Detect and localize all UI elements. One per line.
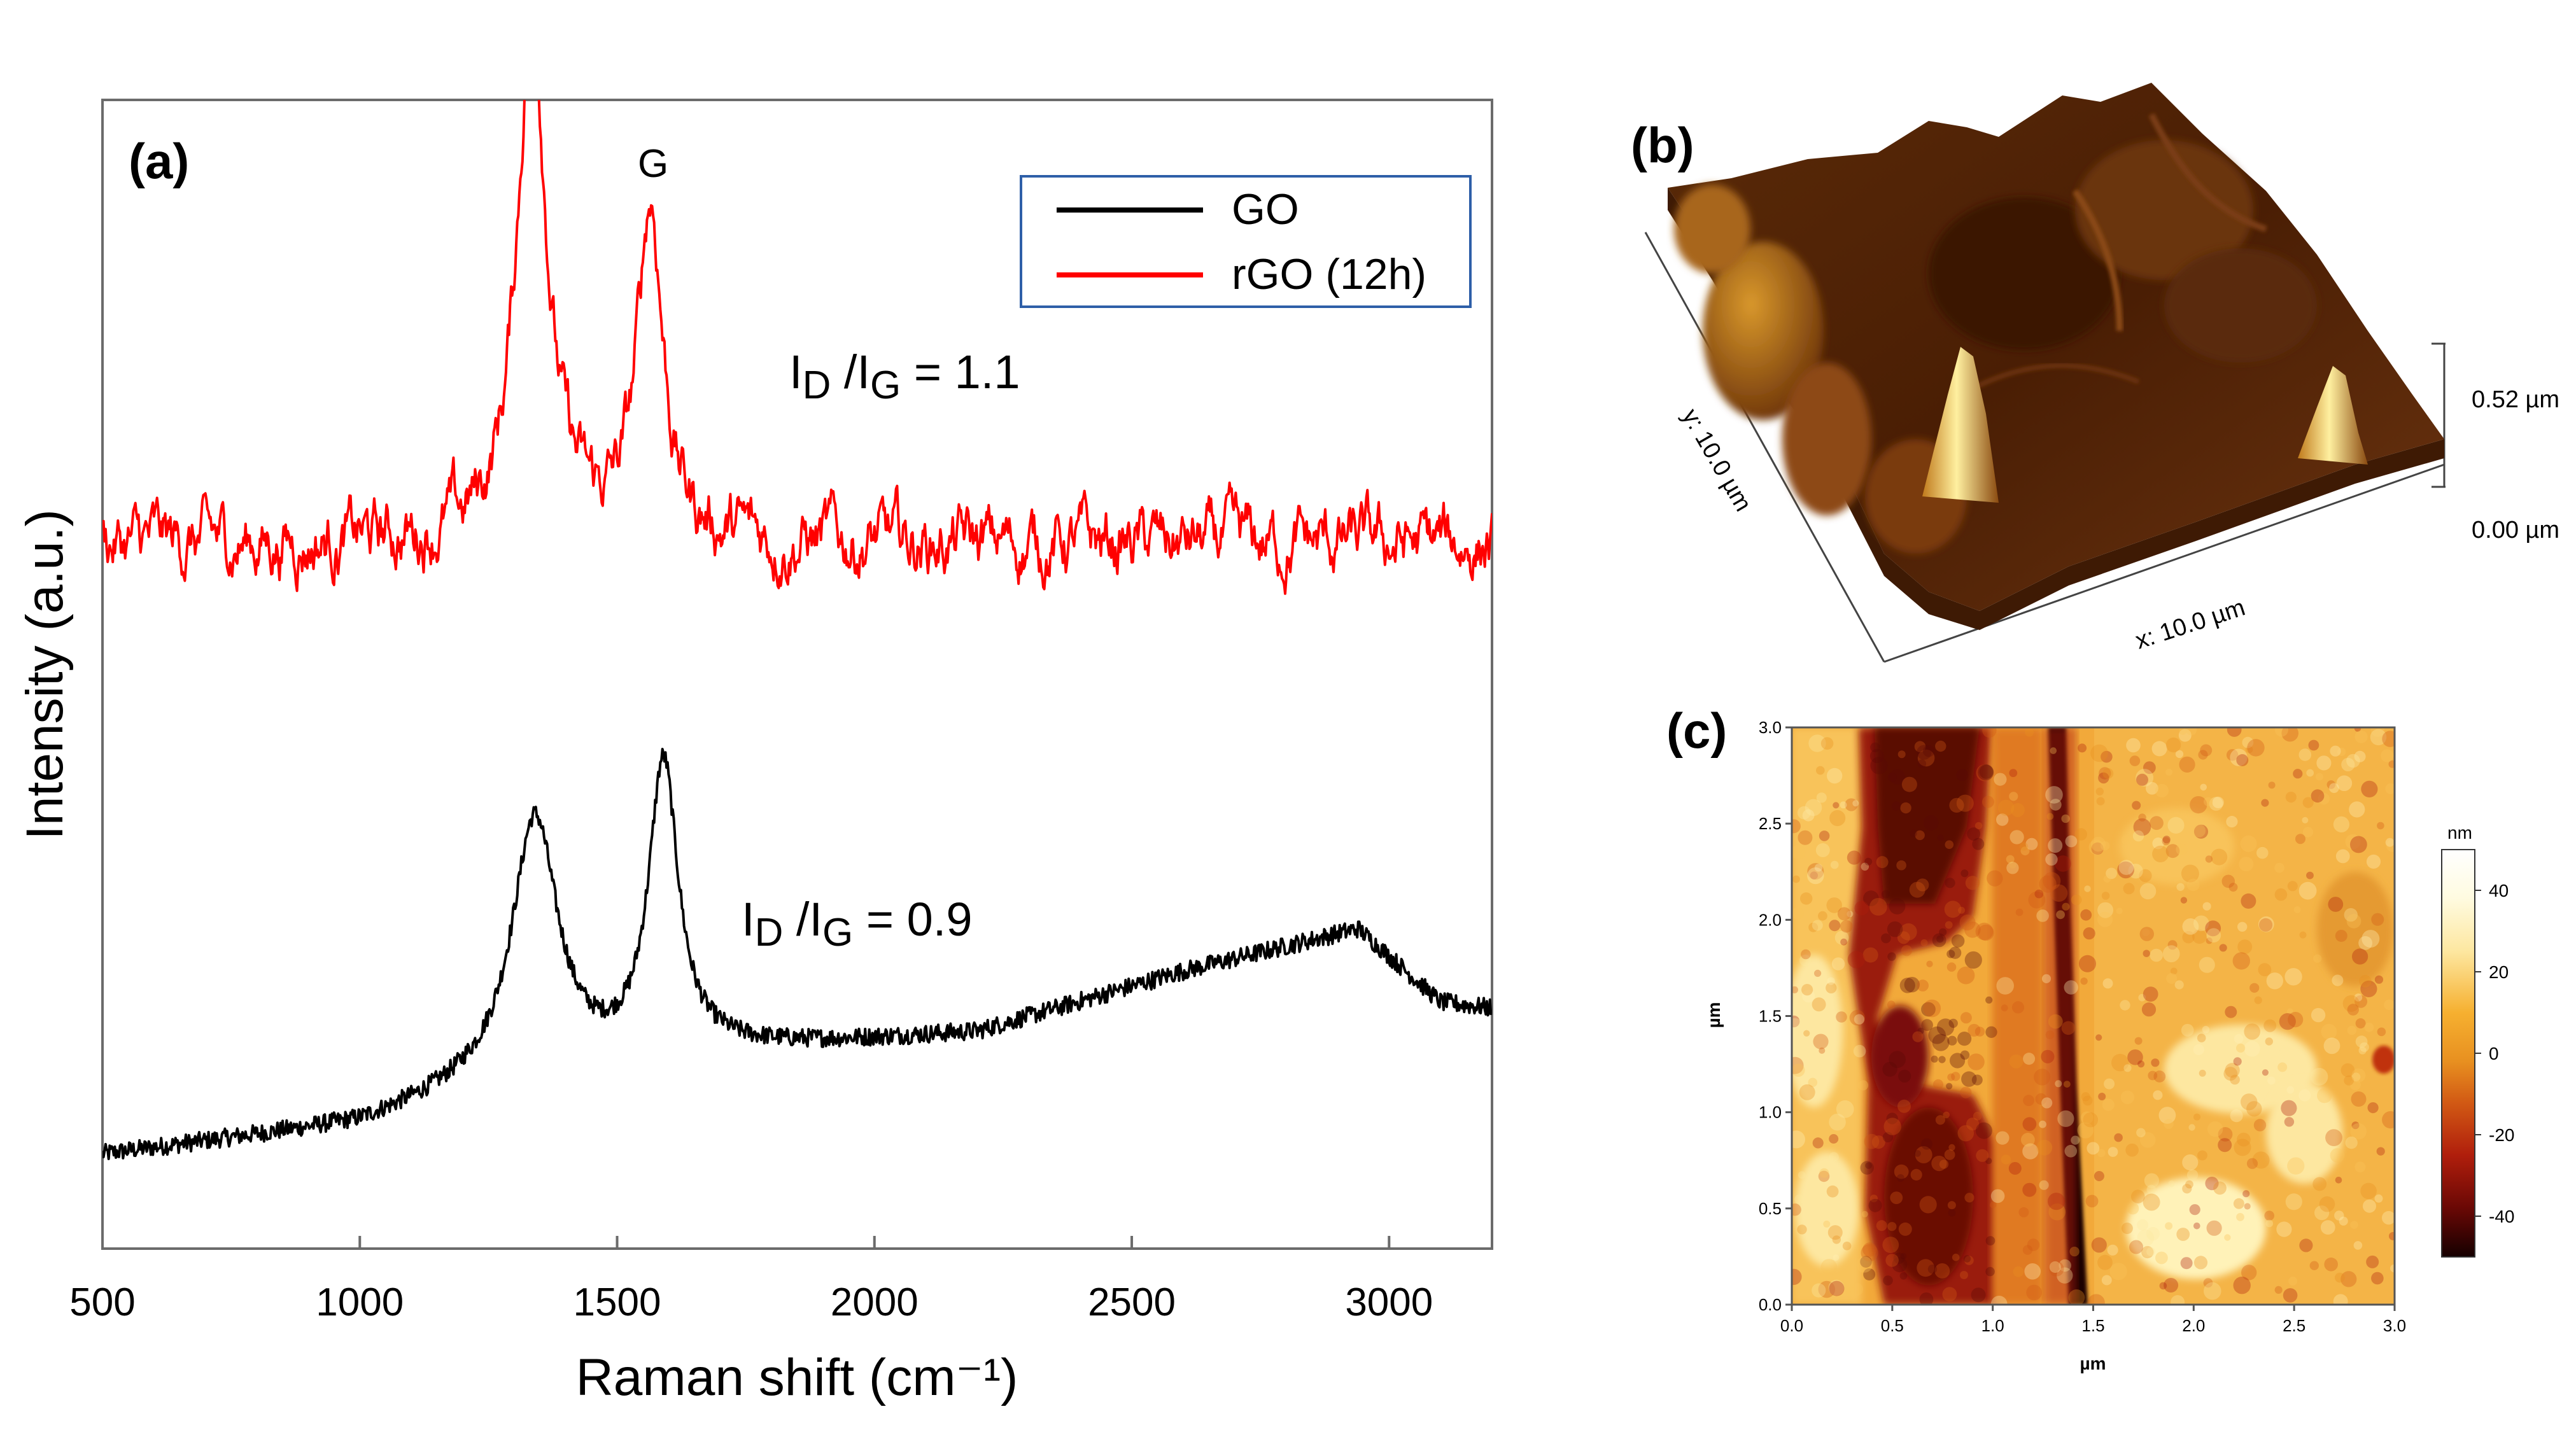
heatmap-x-tick-label: 3.0: [2383, 1316, 2406, 1335]
ratio-go-value: = 0.9: [853, 893, 972, 946]
heatmap-y-tick-label: 1.0: [1759, 1103, 1782, 1122]
annotation-g: G: [638, 142, 668, 186]
colorbar-unit: nm: [2447, 823, 2472, 843]
ratio-rgo-i1: I: [789, 346, 803, 398]
ratio-rgo-i2: /I: [831, 346, 870, 398]
surface-side: [1668, 188, 2444, 630]
colorbar: nm 40 20 0 -20 -40: [2441, 823, 2514, 1258]
colorbar-tick-label: -20: [2489, 1125, 2514, 1145]
z-min-label: 0.00 µm: [2472, 517, 2559, 543]
ratio-go-i1: I: [742, 893, 755, 946]
panel-a: (a) 500 1000 1500 2000 2500 3000 Raman shift …: [16, 99, 1493, 1406]
panel-c-label: (c): [1666, 703, 1727, 759]
colorbar-tick-label: 0: [2489, 1044, 2499, 1063]
heatmap-y-tick-label: 2.0: [1759, 910, 1782, 929]
heatmap-texture: [1792, 727, 2395, 1305]
surface-spike-left: [1922, 347, 1999, 503]
heatmap-image: [1792, 727, 2395, 1305]
heatmap-x-tick-label: 1.0: [1981, 1316, 2004, 1335]
series-line-rgo-12h-: [102, 100, 1492, 595]
heatmap-y-tick-label: 1.5: [1759, 1007, 1782, 1026]
series-group: [102, 100, 1492, 1160]
x-tick-label: 2000: [831, 1280, 918, 1324]
heatmap-y-tick-label: 2.5: [1759, 814, 1782, 833]
panel-a-frame: [101, 99, 1493, 1250]
legend-box: [1020, 175, 1472, 308]
heatmap-y-label: µm: [1704, 1002, 1724, 1028]
z-max-label: 0.52 µm: [2472, 386, 2559, 413]
colorbar-ticks: 40 20 0 -20 -40: [2475, 881, 2514, 1226]
ratio-rgo: ID /IG = 1.1: [789, 346, 1020, 407]
ratio-go-sub-d: D: [755, 911, 784, 955]
heatmap-x-tick-label: 0.5: [1881, 1316, 1904, 1335]
legend-label-go: GO: [1232, 185, 1299, 234]
colorbar-tick-label: 20: [2489, 962, 2509, 982]
heatmap-x-tick-label: 0.0: [1780, 1316, 1803, 1335]
y-dim-label: y: 10.0 µm: [1677, 405, 1756, 516]
x-dim-label: x: 10.0 µm: [2132, 594, 2248, 655]
panel-b: (b) 0.52 µm 0.00 µm: [1631, 83, 2559, 663]
x-tick-label: 1500: [574, 1280, 661, 1324]
heatmap-x-tick-label: 2.5: [2283, 1316, 2305, 1335]
x-axis-label: Raman shift (cm⁻¹): [576, 1349, 1018, 1406]
colorbar-tick-label: 40: [2489, 881, 2509, 901]
heatmap-y-tick-label: 0.5: [1759, 1199, 1782, 1218]
x-tick-label: 500: [69, 1280, 135, 1324]
surface-spike-right: [2298, 366, 2368, 465]
heatmap-x-ticks: 0.0 0.5 1.0 1.5 2.0 2.5 3.0: [1780, 1305, 2406, 1335]
heatmap-y-ticks: 0.0 0.5 1.0 1.5 2.0 2.5 3.0: [1759, 718, 1792, 1314]
heatmap-x-tick-label: 1.5: [2081, 1316, 2104, 1335]
ratio-rgo-sub-d: D: [803, 363, 831, 407]
x-axis-ticks: 500 1000 1500 2000 2500 3000: [69, 1236, 1433, 1324]
panel-b-label: (b): [1631, 117, 1694, 173]
panel-a-label: (a): [129, 133, 189, 189]
ratio-rgo-value: = 1.1: [901, 346, 1020, 398]
legend-label-rgo: rGO (12h): [1232, 250, 1426, 298]
ratio-go-sub-g: G: [822, 911, 853, 955]
heatmap-y-tick-label: 0.0: [1759, 1295, 1782, 1314]
x-tick-label: 1000: [316, 1280, 404, 1324]
colorbar-gradient: [2441, 849, 2475, 1258]
heatmap-x-label: µm: [2080, 1354, 2106, 1373]
heatmap-y-tick-label: 3.0: [1759, 718, 1782, 737]
series-line-go: [102, 748, 1492, 1160]
ratio-rgo-sub-g: G: [870, 363, 901, 407]
panel-c: (c) 0.0 0.5 1: [1666, 703, 2514, 1373]
x-tick-label: 2500: [1088, 1280, 1176, 1324]
legend: GO rGO (12h): [1020, 175, 1472, 308]
ratio-go: ID /IG = 0.9: [742, 893, 972, 955]
heatmap-x-tick-label: 2.0: [2182, 1316, 2205, 1335]
y-axis-label: Intensity (a.u.): [16, 509, 74, 840]
colorbar-tick-label: -40: [2489, 1207, 2514, 1226]
x-tick-label: 3000: [1345, 1280, 1433, 1324]
ratio-go-i2: /I: [783, 893, 822, 946]
